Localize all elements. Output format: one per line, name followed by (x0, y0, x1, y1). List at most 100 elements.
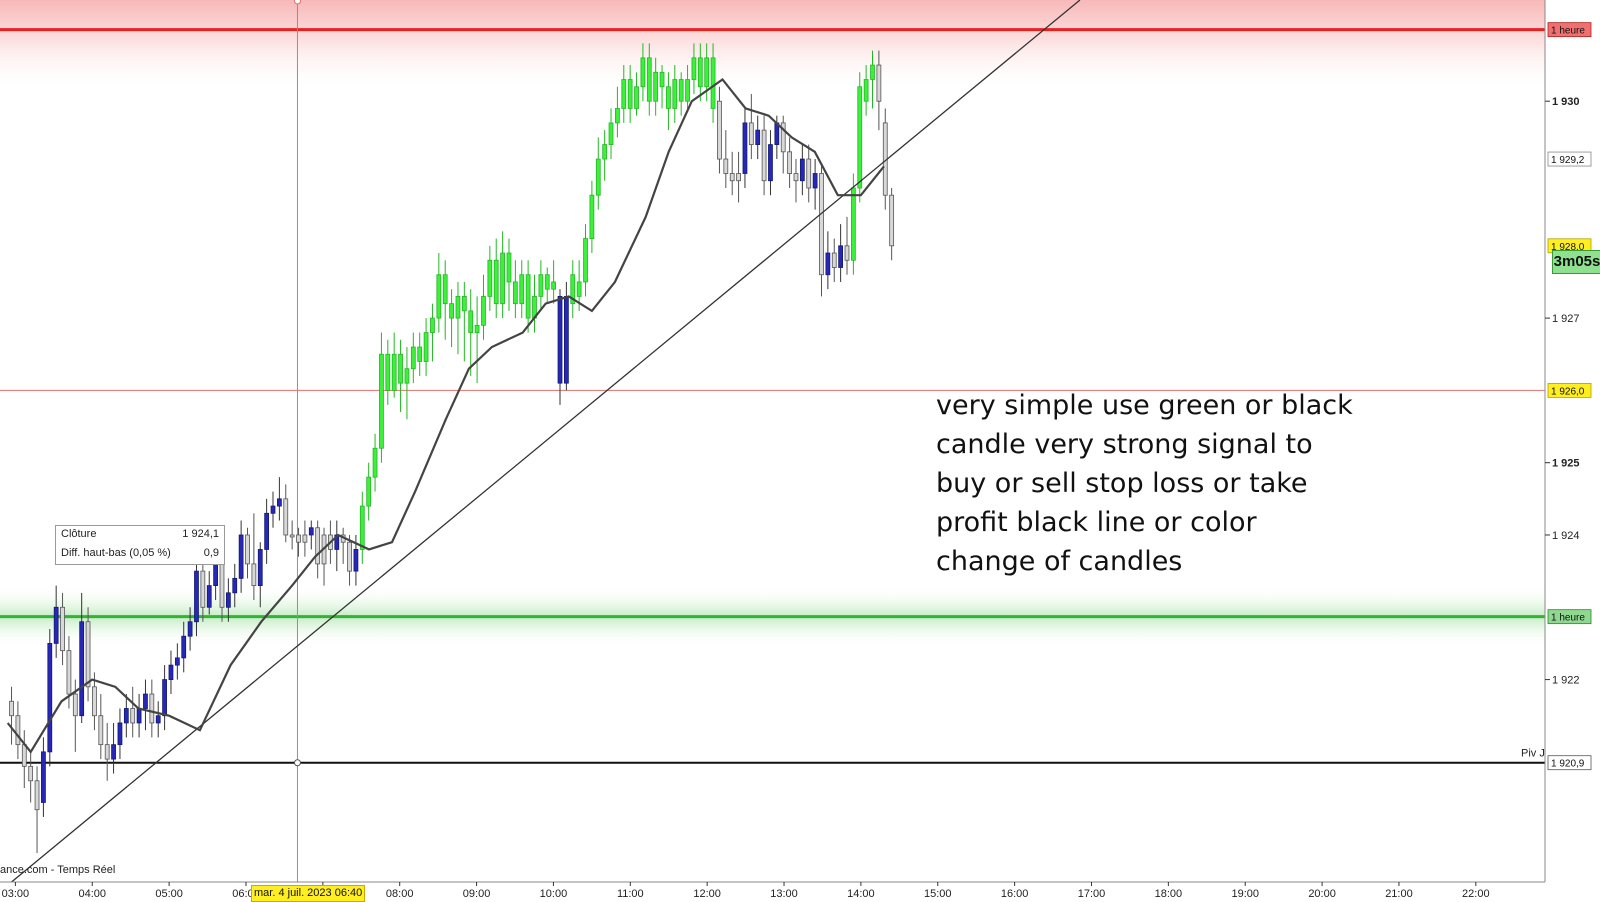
candle (819, 166, 824, 297)
candle (780, 115, 786, 174)
candle-body (251, 563, 257, 586)
candle (602, 130, 608, 181)
candle-body (308, 527, 314, 536)
candle-body (831, 252, 837, 268)
candle (277, 477, 282, 521)
candle (9, 686, 14, 745)
candle-body (168, 664, 174, 680)
candle (334, 520, 340, 572)
candle (117, 708, 123, 760)
candle-body (850, 187, 856, 261)
candle (391, 332, 397, 398)
candle-body (889, 194, 895, 247)
candle (232, 563, 238, 608)
candle-body (296, 534, 301, 543)
annotation-text: very simple use green or black candle ve… (936, 390, 1353, 577)
candle-body (372, 447, 378, 478)
candle-body (270, 505, 276, 514)
time-tick-label: 21:00 (1385, 888, 1413, 900)
candle (621, 65, 627, 123)
candle (468, 289, 474, 376)
candle (583, 224, 588, 297)
candle (838, 224, 843, 282)
price-tick-label: 1 930 (1552, 96, 1580, 108)
candle (825, 231, 831, 290)
candle-body (277, 498, 282, 507)
candle-body (34, 780, 40, 811)
candle (640, 43, 646, 102)
candle (799, 144, 805, 196)
candle (691, 43, 697, 94)
candle-body (66, 650, 72, 695)
candle (659, 65, 665, 109)
price-tick-label: 1 927 (1552, 313, 1580, 325)
candle-body (787, 151, 792, 174)
source-label: ance.com - Temps Réel (0, 864, 116, 876)
candle (570, 260, 576, 319)
time-tick-label: 09:00 (463, 888, 491, 900)
candle-body (219, 563, 225, 608)
candle (123, 694, 129, 738)
candle-body (544, 274, 550, 290)
pivot-tag-label: 1 920,9 (1551, 759, 1585, 770)
candle-body (697, 57, 703, 88)
candle (379, 332, 384, 463)
candle (270, 491, 276, 528)
cursor-pivot-marker (293, 759, 301, 767)
candle-body (538, 274, 544, 297)
candle-body (519, 274, 525, 305)
candle-body (98, 715, 104, 746)
time-tick-label: 13:00 (770, 888, 798, 900)
time-tick-label: 12:00 (693, 888, 721, 900)
candle-body (838, 245, 843, 268)
candle-body (666, 86, 671, 109)
candle (53, 585, 59, 658)
candle-body (640, 57, 646, 88)
candle-body (181, 635, 187, 659)
time-tick-label: 20:00 (1308, 888, 1336, 900)
candle-body (123, 708, 129, 724)
candle (850, 173, 856, 275)
price-tag-label: 1 929,2 (1551, 155, 1585, 166)
candle (366, 462, 372, 521)
candle (302, 520, 308, 557)
candle (525, 260, 531, 333)
candle-body (289, 534, 295, 538)
cursor-level-tag-box (1547, 382, 1592, 398)
candle (500, 231, 505, 319)
candle-body (557, 296, 563, 384)
time-tick-label: 08:00 (386, 888, 414, 900)
candle (608, 108, 614, 160)
candle (430, 303, 435, 362)
candle (385, 339, 391, 405)
candle (736, 151, 741, 203)
candle-body (238, 534, 244, 579)
candle (315, 520, 321, 579)
candle (181, 621, 187, 673)
candle (889, 187, 895, 261)
candle-body (512, 281, 518, 305)
candle-body (691, 57, 697, 80)
resistance-tag-box (1547, 22, 1592, 38)
candle (296, 527, 301, 557)
candle-body (143, 693, 148, 709)
candle-body (85, 621, 91, 688)
candle (755, 115, 761, 160)
candle (85, 607, 91, 702)
candle-body (174, 657, 180, 666)
candle-body (506, 252, 512, 283)
price-tag-box (1547, 151, 1592, 167)
candle (678, 72, 684, 116)
candle (347, 534, 352, 586)
candle-body (47, 643, 53, 753)
candle-body (225, 592, 231, 608)
candle (812, 159, 818, 210)
candle-body (736, 173, 741, 182)
candle-body (72, 693, 78, 717)
candle-body (653, 71, 659, 102)
candle (551, 260, 557, 304)
tooltip-close-value: 1 924,1 (182, 528, 219, 540)
cursor-top-marker (293, 0, 301, 5)
candle (646, 43, 652, 116)
